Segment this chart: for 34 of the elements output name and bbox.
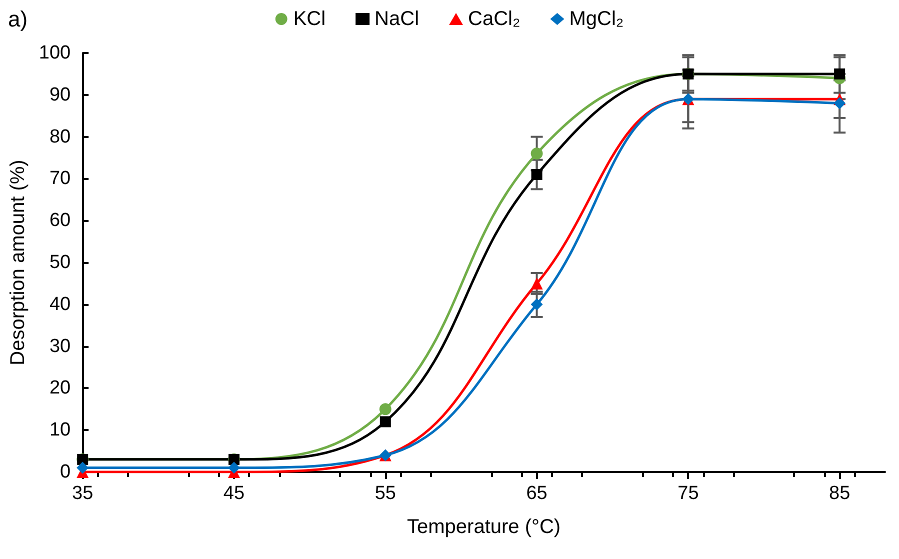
x-tick-label: 85 [829,483,850,504]
legend-label: MgCl₂ [569,8,624,30]
y-axis-title: Desorption amount (%) [7,160,29,366]
x-tick-label: 75 [678,483,699,504]
x-tick-label: 55 [374,483,396,504]
x-tick-label: 45 [223,483,245,504]
point [531,169,542,180]
point [530,277,543,290]
y-tick-label: 90 [49,84,71,106]
legend-label: KCl [293,8,326,30]
point [530,298,543,310]
y-tick-label: 50 [49,252,71,273]
point [380,416,391,428]
point [228,462,240,474]
y-tick-label: 100 [38,42,71,64]
point [834,97,846,110]
point [834,68,846,80]
y-tick-label: 70 [49,168,71,190]
legend-label: NaCl [374,8,420,30]
y-tick-label: 30 [49,336,71,357]
y-tick-label: 20 [49,378,71,399]
y-tick-label: 60 [49,210,71,232]
point [530,148,543,160]
text: a) [8,6,28,32]
point [76,462,89,474]
legend-label: CaCl₂ [468,8,520,30]
y-tick-label: 0 [60,462,71,482]
y-tick-label: 10 [49,420,71,441]
x-tick-label: 65 [526,483,548,504]
point [379,403,392,416]
y-tick-label: 80 [49,126,71,148]
y-tick-label: 40 [49,294,71,315]
x-axis-title: Temperature (°C) [407,516,561,538]
x-tick-label: 35 [72,483,94,504]
